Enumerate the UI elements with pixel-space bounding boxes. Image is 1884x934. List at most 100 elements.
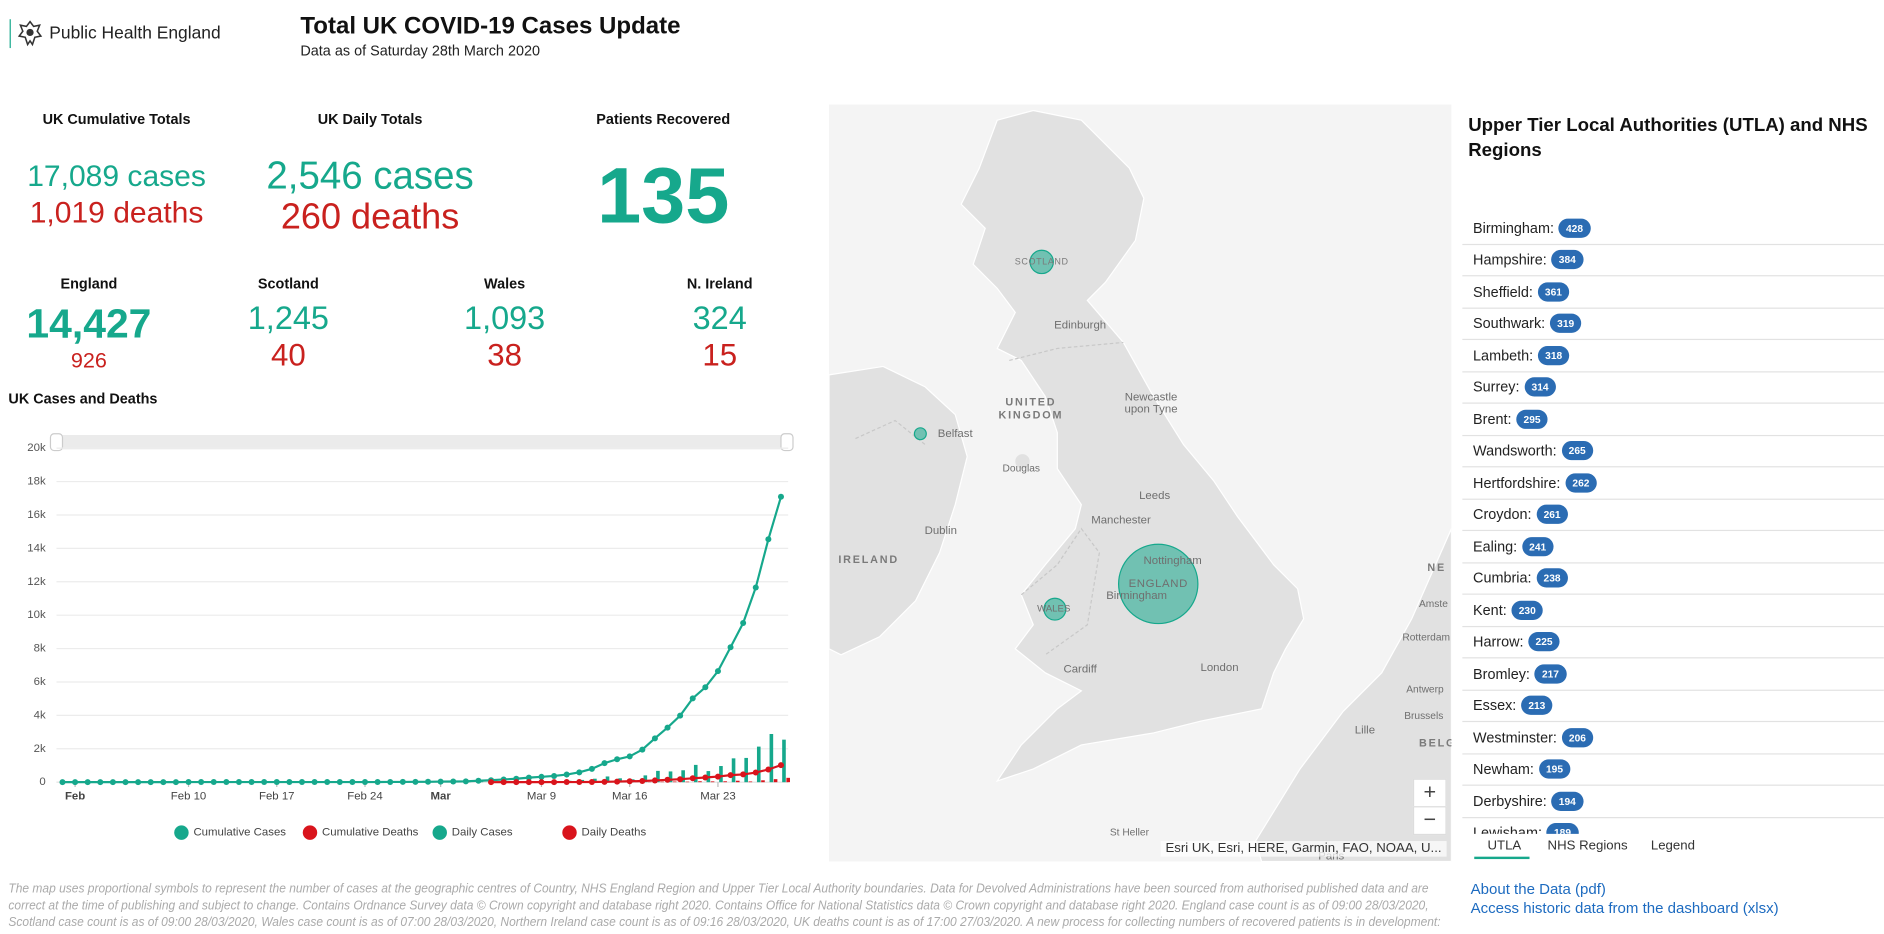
point[interactable] [627,778,633,784]
point[interactable] [349,779,355,785]
point[interactable] [627,753,633,759]
list-row[interactable]: Harrow:225 [1462,627,1884,659]
point[interactable] [538,774,544,780]
point[interactable] [236,779,242,785]
point[interactable] [412,779,418,785]
legend-label[interactable]: Cumulative Deaths [322,827,419,839]
point[interactable] [135,779,141,785]
point[interactable] [400,779,406,785]
point[interactable] [186,779,192,785]
point[interactable] [639,778,645,784]
point[interactable] [72,779,78,785]
point[interactable] [223,779,229,785]
point[interactable] [765,766,771,772]
point[interactable] [387,779,393,785]
point[interactable] [715,774,721,780]
point[interactable] [564,779,570,785]
scrollbar[interactable] [56,435,788,449]
point[interactable] [85,779,91,785]
point[interactable] [274,779,280,785]
point[interactable] [438,779,444,785]
legend-swatch[interactable] [562,825,576,839]
zoom-in[interactable]: + [1413,779,1447,808]
point[interactable] [362,779,368,785]
point[interactable] [765,536,771,542]
point[interactable] [463,778,469,784]
point[interactable] [576,779,582,785]
point[interactable] [173,779,179,785]
list-row[interactable]: Hampshire:384 [1462,245,1884,277]
list-row[interactable]: Birmingham:428 [1462,213,1884,245]
list-row[interactable]: Westminster:206 [1462,722,1884,754]
point[interactable] [589,779,595,785]
point[interactable] [551,773,557,779]
point[interactable] [677,776,683,782]
point[interactable] [740,771,746,777]
point[interactable] [513,779,519,785]
point[interactable] [677,713,683,719]
point[interactable] [614,756,620,762]
list-row[interactable]: Brent:295 [1462,404,1884,436]
point[interactable] [753,770,759,776]
point[interactable] [97,779,103,785]
point[interactable] [123,779,129,785]
point[interactable] [286,779,292,785]
list-row[interactable]: Lambeth:318 [1462,340,1884,372]
zoom-out[interactable]: − [1413,806,1447,835]
point[interactable] [728,772,734,778]
point[interactable] [665,777,671,783]
point[interactable] [753,584,759,590]
point[interactable] [728,644,734,650]
case-symbol[interactable] [914,428,926,440]
list-row[interactable]: Ealing:241 [1462,531,1884,563]
point[interactable] [576,769,582,775]
point[interactable] [715,668,721,674]
point[interactable] [564,772,570,778]
point[interactable] [639,747,645,753]
point[interactable] [601,760,607,766]
tab[interactable]: Legend [1651,840,1695,853]
point[interactable] [526,779,532,785]
point[interactable] [59,779,65,785]
point[interactable] [160,779,166,785]
list-row[interactable]: Southwark:319 [1462,308,1884,340]
legend-label[interactable]: Daily Cases [452,827,513,839]
tab[interactable]: UTLA [1487,840,1521,853]
list-row[interactable]: Kent:230 [1462,595,1884,627]
point[interactable] [148,779,154,785]
list-row[interactable]: Derbyshire:194 [1462,786,1884,818]
list-row[interactable]: Surrey:314 [1462,372,1884,404]
list-row[interactable]: Croydon:261 [1462,499,1884,531]
list-row[interactable]: Cumbria:238 [1462,563,1884,595]
list-row[interactable]: Newham:195 [1462,754,1884,786]
point[interactable] [589,766,595,772]
point[interactable] [375,779,381,785]
tab[interactable]: NHS Regions [1548,840,1628,853]
point[interactable] [702,684,708,690]
point[interactable] [475,778,481,784]
point[interactable] [551,779,557,785]
point[interactable] [702,774,708,780]
point[interactable] [211,779,217,785]
link[interactable]: About the Data (pdf) [1471,882,1606,897]
point[interactable] [652,735,658,741]
point[interactable] [450,779,456,785]
list-row[interactable]: Lewisham:189 [1462,818,1884,834]
list-row[interactable]: Hertfordshire:262 [1462,467,1884,499]
point[interactable] [501,779,507,785]
point[interactable] [665,725,671,731]
legend-swatch[interactable] [174,825,188,839]
list-row[interactable]: Wandsworth:265 [1462,436,1884,468]
list-row[interactable]: Essex:213 [1462,690,1884,722]
point[interactable] [312,779,318,785]
list-row[interactable]: Sheffield:361 [1462,276,1884,308]
point[interactable] [740,620,746,626]
point[interactable] [249,779,255,785]
point[interactable] [110,779,116,785]
legend-swatch[interactable] [303,825,317,839]
point[interactable] [299,779,305,785]
link[interactable]: Access historic data from the dashboard … [1471,901,1779,916]
point[interactable] [778,762,784,768]
point[interactable] [488,779,494,785]
point[interactable] [337,779,343,785]
